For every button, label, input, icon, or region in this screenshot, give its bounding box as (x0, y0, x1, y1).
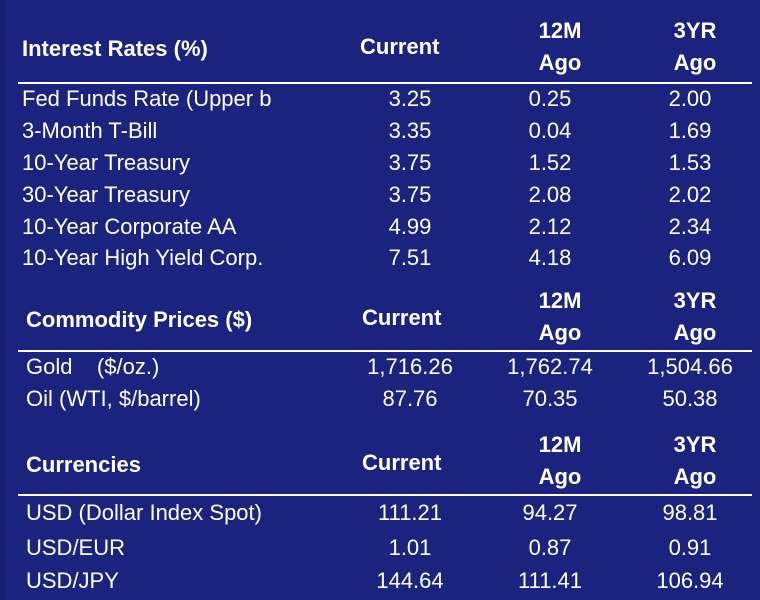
cell-current: 3.75 (388, 182, 432, 207)
row-label: Fed Funds Rate (Upper b (22, 86, 272, 111)
cell-3yr-ago: 98.81 (662, 500, 718, 525)
cell-3yr-ago: 1.69 (668, 118, 712, 143)
row-label: 10-Year Corporate AA (22, 214, 237, 239)
cell-12m-ago: 4.18 (528, 245, 572, 270)
left-edge-bar (0, 0, 6, 600)
cell-12m-ago: 0.25 (528, 86, 572, 111)
cell-3yr-ago: 1.53 (668, 150, 712, 175)
section-title-interest-rates: Interest Rates (%) (22, 36, 208, 61)
cell-12m-ago: 0.87 (528, 535, 572, 560)
cell-current: 3.75 (388, 150, 432, 175)
cell-current: 144.64 (376, 568, 444, 593)
header-current: Current (362, 450, 442, 475)
row-label: USD/JPY (26, 568, 119, 593)
cell-12m-ago: 70.35 (522, 386, 578, 411)
header-current: Current (362, 305, 442, 330)
cell-current: 4.99 (388, 214, 432, 239)
header-12m-line1: 12M (538, 288, 582, 313)
cell-3yr-ago: 2.00 (668, 86, 712, 111)
cell-3yr-ago: 1,504.66 (647, 354, 733, 379)
cell-current: 1.01 (388, 535, 432, 560)
header-3yr-line2: Ago (673, 320, 717, 345)
header-12m-line2: Ago (538, 464, 582, 489)
section-title-currencies: Currencies (26, 452, 141, 477)
row-label: 10-Year High Yield Corp. (22, 245, 264, 270)
cell-current: 3.35 (388, 118, 432, 143)
cell-current: 7.51 (388, 245, 432, 270)
cell-3yr-ago: 6.09 (668, 245, 712, 270)
row-label: USD (Dollar Index Spot) (26, 500, 262, 525)
header-3yr-line1: 3YR (673, 18, 717, 43)
section-divider (18, 350, 752, 352)
cell-12m-ago: 2.08 (528, 182, 572, 207)
row-label: 10-Year Treasury (22, 150, 190, 175)
header-12m-line2: Ago (538, 320, 582, 345)
header-3yr-line2: Ago (673, 50, 717, 75)
cell-3yr-ago: 2.34 (668, 214, 712, 239)
cell-12m-ago: 2.12 (528, 214, 572, 239)
cell-12m-ago: 1.52 (528, 150, 572, 175)
cell-3yr-ago: 2.02 (668, 182, 712, 207)
cell-12m-ago: 111.41 (517, 568, 583, 593)
row-label: Oil (WTI, $/barrel) (26, 386, 201, 411)
header-current: Current (360, 34, 440, 59)
section-title-commodity-prices: Commodity Prices ($) (26, 307, 253, 332)
cell-12m-ago: 1,762.74 (507, 354, 593, 379)
header-3yr-line1: 3YR (673, 432, 717, 457)
header-12m-line1: 12M (538, 432, 582, 457)
cell-12m-ago: 0.04 (528, 118, 572, 143)
cell-3yr-ago: 106.94 (656, 568, 724, 593)
cell-current: 87.76 (382, 386, 438, 411)
cell-3yr-ago: 50.38 (662, 386, 718, 411)
header-12m-line1: 12M (538, 18, 582, 43)
cell-3yr-ago: 0.91 (668, 535, 712, 560)
header-3yr-line1: 3YR (673, 288, 717, 313)
cell-current: 1,716.26 (367, 354, 453, 379)
section-divider (18, 82, 752, 84)
header-12m-line2: Ago (538, 50, 582, 75)
section-divider (18, 494, 752, 496)
row-label: Gold ($/oz.) (26, 354, 160, 379)
header-3yr-line2: Ago (673, 464, 717, 489)
row-label: USD/EUR (26, 535, 126, 560)
row-label: 3-Month T-Bill (22, 118, 158, 143)
cell-12m-ago: 94.27 (522, 500, 578, 525)
cell-current: 3.25 (388, 86, 432, 111)
row-label: 30-Year Treasury (22, 182, 190, 207)
cell-current: 111.21 (377, 500, 443, 525)
